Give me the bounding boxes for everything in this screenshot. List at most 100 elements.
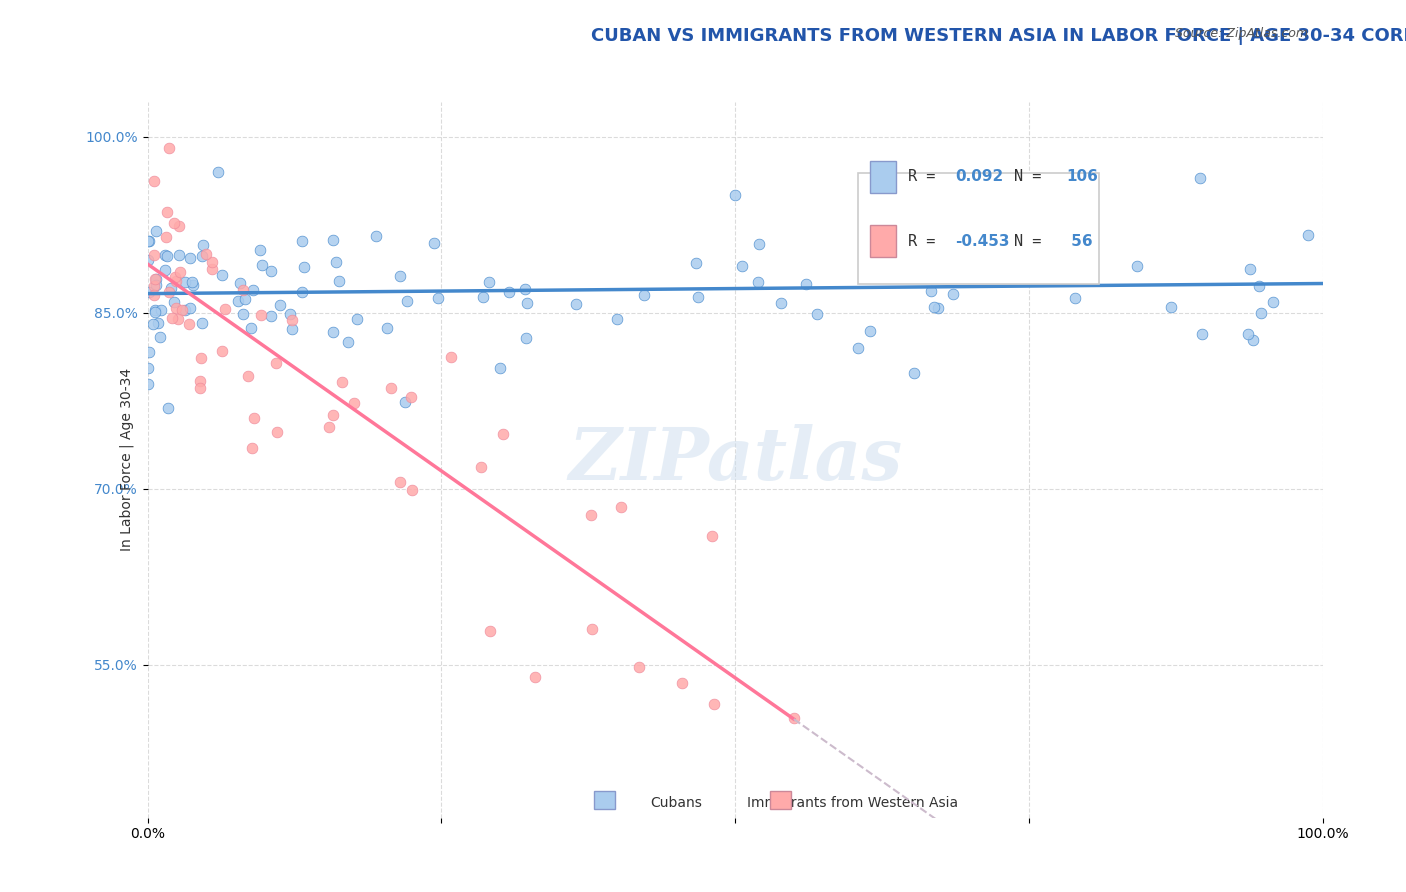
Point bbox=[243, 411, 266, 425]
Y-axis label: In Labor Force | Age 30-34: In Labor Force | Age 30-34 bbox=[120, 368, 134, 551]
Point bbox=[156, 205, 179, 219]
Point bbox=[211, 344, 233, 359]
Point bbox=[912, 219, 935, 234]
Point bbox=[169, 265, 191, 279]
Text: 56: 56 bbox=[1066, 234, 1092, 249]
Point bbox=[703, 698, 725, 712]
Point bbox=[250, 258, 273, 272]
Point bbox=[671, 676, 693, 690]
Point bbox=[148, 316, 170, 330]
Point bbox=[889, 211, 911, 226]
Point bbox=[700, 529, 723, 543]
Point bbox=[165, 301, 187, 315]
Text: Immigrants from Western Asia: Immigrants from Western Asia bbox=[747, 797, 957, 811]
Point bbox=[478, 624, 501, 638]
Point bbox=[470, 459, 492, 474]
Text: CUBAN VS IMMIGRANTS FROM WESTERN ASIA IN LABOR FORCE | AGE 30-34 CORRELATION CHA: CUBAN VS IMMIGRANTS FROM WESTERN ASIA IN… bbox=[591, 27, 1406, 45]
Point bbox=[747, 275, 769, 289]
Point bbox=[195, 247, 218, 261]
Point bbox=[142, 173, 165, 187]
Point bbox=[1126, 259, 1149, 273]
Point bbox=[169, 219, 191, 234]
Point bbox=[157, 285, 180, 299]
Point bbox=[226, 293, 249, 308]
Text: R =: R = bbox=[908, 234, 945, 249]
Point bbox=[388, 269, 411, 284]
Point bbox=[633, 287, 655, 301]
Point bbox=[174, 303, 197, 318]
Point bbox=[328, 274, 350, 288]
FancyBboxPatch shape bbox=[870, 225, 896, 257]
Point bbox=[190, 317, 212, 331]
Point bbox=[859, 324, 882, 338]
Point bbox=[167, 312, 190, 326]
Point bbox=[516, 296, 538, 310]
Point bbox=[920, 284, 942, 298]
Point bbox=[524, 670, 547, 684]
Point bbox=[136, 377, 159, 392]
Point bbox=[281, 313, 304, 327]
Point bbox=[264, 356, 287, 370]
Point bbox=[150, 302, 173, 317]
Point bbox=[145, 224, 167, 238]
Point bbox=[165, 269, 187, 284]
Point bbox=[389, 475, 412, 490]
Point bbox=[472, 290, 495, 304]
Point bbox=[748, 237, 770, 252]
Point bbox=[153, 248, 176, 262]
Point bbox=[380, 381, 402, 395]
Point bbox=[399, 390, 422, 404]
Text: R =: R = bbox=[908, 169, 945, 185]
Point bbox=[177, 317, 200, 331]
Point bbox=[1189, 170, 1212, 185]
Point bbox=[942, 286, 965, 301]
Text: N =: N = bbox=[1014, 169, 1050, 185]
Point bbox=[278, 307, 301, 321]
Point bbox=[157, 141, 180, 155]
Point bbox=[375, 321, 398, 335]
Point bbox=[346, 312, 368, 326]
Point bbox=[136, 252, 159, 267]
Point bbox=[427, 291, 450, 305]
Point bbox=[143, 303, 166, 318]
Point bbox=[229, 276, 252, 290]
Point bbox=[488, 361, 510, 376]
Point bbox=[170, 303, 193, 318]
Point bbox=[291, 234, 314, 248]
Point bbox=[160, 280, 183, 294]
Text: N =: N = bbox=[1014, 234, 1050, 249]
Point bbox=[143, 305, 166, 319]
Point bbox=[627, 659, 650, 673]
Point bbox=[281, 322, 304, 336]
FancyBboxPatch shape bbox=[870, 161, 896, 193]
Bar bbox=[595, 791, 616, 809]
Point bbox=[515, 282, 537, 296]
Point bbox=[240, 441, 263, 455]
Point bbox=[136, 360, 159, 375]
Point bbox=[201, 255, 224, 269]
Point bbox=[1237, 326, 1260, 341]
Point bbox=[145, 278, 167, 293]
Point bbox=[207, 165, 229, 179]
Point bbox=[145, 272, 167, 286]
Point bbox=[181, 277, 204, 292]
Point bbox=[478, 276, 501, 290]
Point bbox=[401, 483, 423, 497]
Point bbox=[250, 308, 273, 322]
Point bbox=[1241, 334, 1264, 348]
Point bbox=[922, 300, 945, 314]
Point bbox=[1191, 327, 1213, 342]
Bar bbox=[770, 791, 792, 809]
Point bbox=[806, 307, 828, 321]
Point bbox=[770, 295, 793, 310]
Point bbox=[606, 311, 628, 326]
Point bbox=[214, 301, 236, 316]
Point bbox=[153, 262, 176, 277]
Point bbox=[190, 351, 212, 365]
Point bbox=[1026, 263, 1049, 277]
Point bbox=[232, 307, 254, 321]
Point bbox=[342, 396, 364, 410]
Point bbox=[156, 401, 179, 416]
Point bbox=[903, 366, 925, 380]
Point bbox=[191, 249, 214, 263]
